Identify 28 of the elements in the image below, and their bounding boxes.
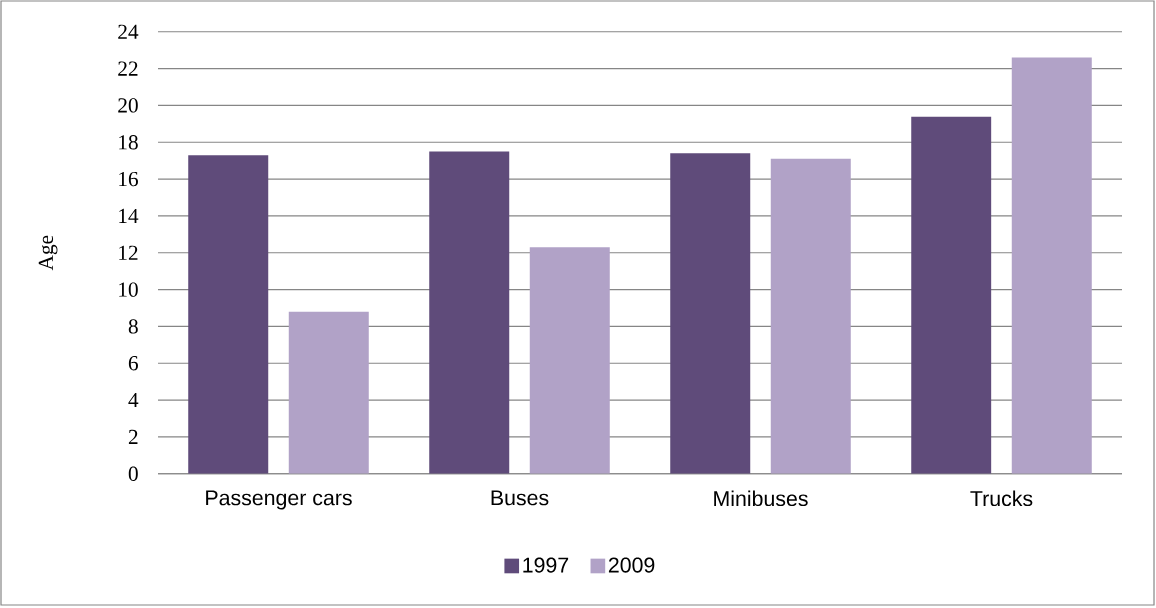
- legend-label: 1997: [523, 557, 569, 573]
- y-axis-title: Age: [38, 235, 58, 271]
- y-tick-label: 0: [128, 466, 138, 481]
- bar: [670, 153, 751, 474]
- bar: [770, 158, 851, 474]
- y-tick-label: 24: [118, 24, 139, 39]
- x-tick-label: Minibuses: [714, 490, 808, 507]
- bar: [529, 247, 610, 474]
- x-tick-label: Passenger cars: [206, 490, 352, 510]
- y-tick-label: 18: [119, 135, 138, 150]
- x-tick-label: Buses: [491, 490, 549, 506]
- bar: [911, 116, 992, 474]
- bar: [1011, 57, 1092, 474]
- y-tick-label: 4: [128, 393, 139, 408]
- y-tick-label: 20: [118, 98, 138, 113]
- bar: [188, 155, 269, 474]
- y-tick-label: 14: [119, 208, 139, 223]
- y-tick-label: 16: [119, 171, 138, 187]
- bar: [429, 151, 510, 474]
- y-tick-label: 22: [118, 61, 138, 76]
- legend-label: 2009: [608, 557, 655, 573]
- y-tick-label: 6: [128, 356, 138, 371]
- y-tick-label: 12: [119, 245, 138, 260]
- bar: [288, 311, 369, 474]
- y-tick-label: 8: [128, 319, 138, 334]
- y-tick-label: 10: [119, 282, 138, 297]
- y-tick-label: 2: [128, 429, 138, 444]
- x-tick-label: Trucks: [970, 490, 1033, 507]
